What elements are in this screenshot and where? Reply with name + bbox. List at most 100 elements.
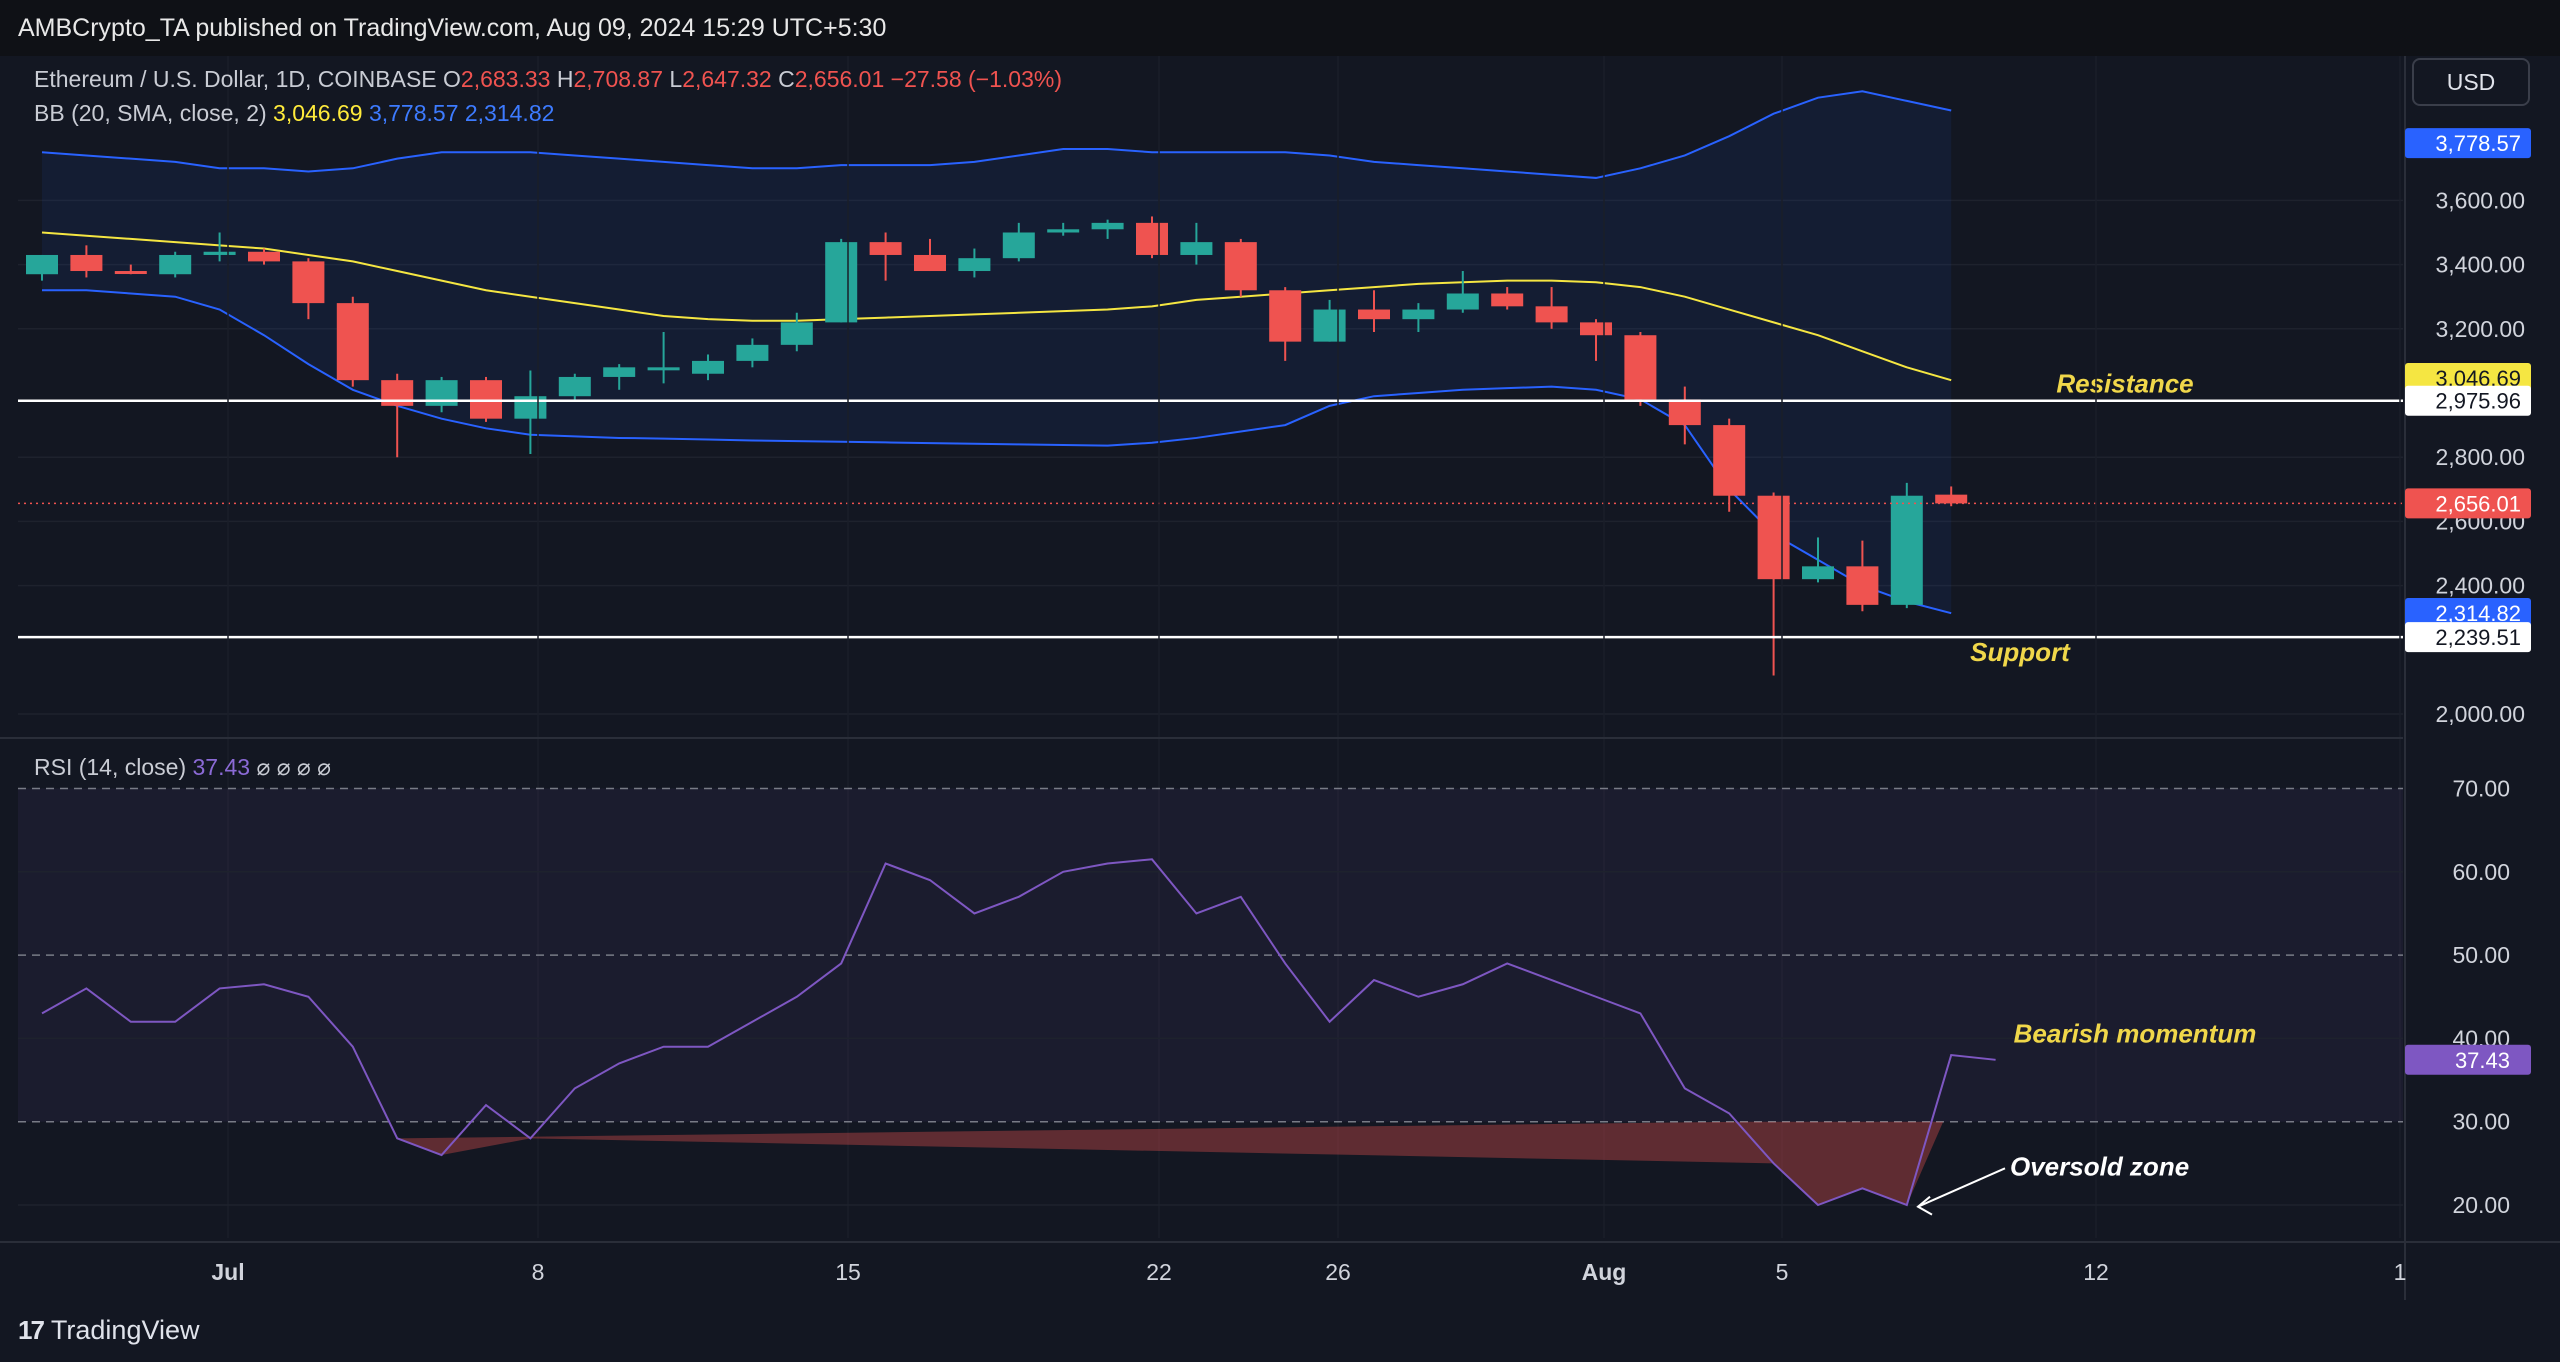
footer [0,1300,2560,1362]
price-tick-label: 3,600.00 [2435,187,2525,213]
price-tick-label: 3,400.00 [2435,252,2525,278]
price-label-text: 3,778.57 [2435,131,2521,156]
time-tick-label: Aug [1582,1259,1627,1285]
candle-body [470,380,502,419]
candle-body [1668,399,1701,426]
candle-body [114,271,147,275]
bb-lower-value: 2,314.82 [464,100,555,126]
candle-body [292,261,325,304]
bb-label: BB (20, SMA, close, 2) [34,100,267,126]
price-label-resistance [2405,385,2531,416]
candle-body [1802,566,1834,580]
candle-body [603,367,636,377]
bb-upper-line [41,90,1952,179]
price-label-text: 2,314.82 [2435,601,2521,626]
ohlc-open: O2,683.33 [443,66,551,92]
tradingview-logo-icon: 17 [18,1315,45,1345]
candle-body [1224,242,1257,291]
time-tick-label: 8 [532,1259,545,1285]
candle-body [1713,425,1746,496]
price-label-bb_basis [2405,363,2531,394]
candle-body [558,376,591,397]
candle-body [692,360,724,374]
candle-body [1890,495,1923,605]
price-label-text: 2,239.51 [2435,625,2521,650]
price-label-last [2405,488,2531,519]
candle-body [736,344,769,361]
price-label-bb_lower [2405,597,2531,628]
candle-body [1491,293,1524,307]
candle-body [1402,309,1435,320]
candle-body [914,254,946,272]
symbol-name: Ethereum / U.S. Dollar, 1D, COINBASE [34,66,437,92]
price-tick-label: 2,400.00 [2435,573,2525,599]
oversold-arrow [1917,1167,2006,1208]
rsi-extras: ⌀ ⌀ ⌀ ⌀ [256,754,332,780]
publish-header: AMBCrypto_TA published on TradingView.co… [0,0,2560,56]
oversold-fill [397,1121,1944,1205]
oversold-zone-annotation: Oversold zone [2010,1151,2189,1181]
candle-body [1446,293,1479,310]
ohlc-low: L2,647.32 [669,66,772,92]
rsi-legend: RSI (14, close) 37.43 ⌀ ⌀ ⌀ ⌀ [34,754,331,781]
time-tick-label: 1 [2394,1259,2407,1285]
candle-body [1846,566,1879,605]
time-tick-label: 22 [1146,1259,1172,1285]
rsi-line [41,858,1996,1207]
currency-button[interactable]: USD [2412,58,2530,106]
bb-fill [42,91,1952,614]
candle-body [1136,222,1168,255]
candle-body [1535,306,1568,323]
price-label-bb_upper [2405,128,2531,159]
candle-body [70,254,103,272]
candle-body [1091,222,1124,230]
candle-body [1935,494,1968,504]
candle-body [825,242,858,323]
price-pane: Resistance Support [18,56,2403,1238]
candle-body [1358,309,1390,320]
candle-body [869,242,902,255]
candle-body [336,303,369,381]
rsi-value: 37.43 [192,754,251,780]
rsi-last-label [2405,1044,2531,1075]
resistance-annotation: Resistance [2056,369,2193,399]
rsi-tick-label: 50.00 [2452,942,2510,968]
bb-legend: BB (20, SMA, close, 2) 3,046.69 3,778.57… [34,100,554,127]
candle-body [1047,229,1080,233]
tradingview-brand: TradingView [50,1315,200,1345]
candle-body [1624,335,1657,400]
candle-body [1580,322,1612,336]
bb-basis-value: 3,046.69 [273,100,363,126]
tradingview-logo[interactable]: 17 TradingView [18,1315,200,1346]
price-tick-label: 2,800.00 [2435,444,2525,470]
candle-body [780,322,813,345]
rsi-last-label-text: 37.43 [2455,1048,2510,1073]
price-label-text: 2,656.01 [2435,491,2521,516]
time-tick-label: Jul [211,1259,244,1285]
candle-body [1002,232,1035,259]
candle-body [159,254,192,275]
oversold-arrowhead [1916,1195,1933,1216]
candle-body [1180,242,1213,255]
support-annotation: Support [1970,637,2071,667]
ohlc-close: C2,656.01 [778,66,885,92]
candle-body [647,367,680,371]
candle-body [958,258,991,272]
price-label-support [2405,622,2531,653]
candle-body [26,254,58,275]
rsi-tick-label: 20.00 [2452,1192,2510,1218]
publisher-text: AMBCrypto_TA published on TradingView.co… [18,14,887,42]
candle-body [203,251,236,255]
ohlc-high: H2,708.87 [556,66,663,92]
time-tick-label: 5 [1776,1259,1789,1285]
price-change: −27.58 (−1.03%) [890,66,1062,92]
rsi-tick-label: 60.00 [2452,859,2510,885]
price-label-text: 2,975.96 [2435,389,2521,414]
bb-basis-line [41,231,1952,382]
candle-body [425,380,458,406]
symbol-legend: Ethereum / U.S. Dollar, 1D, COINBASE O2,… [34,66,1062,93]
candle-body [248,251,280,262]
time-tick-label: 12 [2083,1259,2109,1285]
bearish-momentum-annotation: Bearish momentum [2014,1018,2257,1048]
